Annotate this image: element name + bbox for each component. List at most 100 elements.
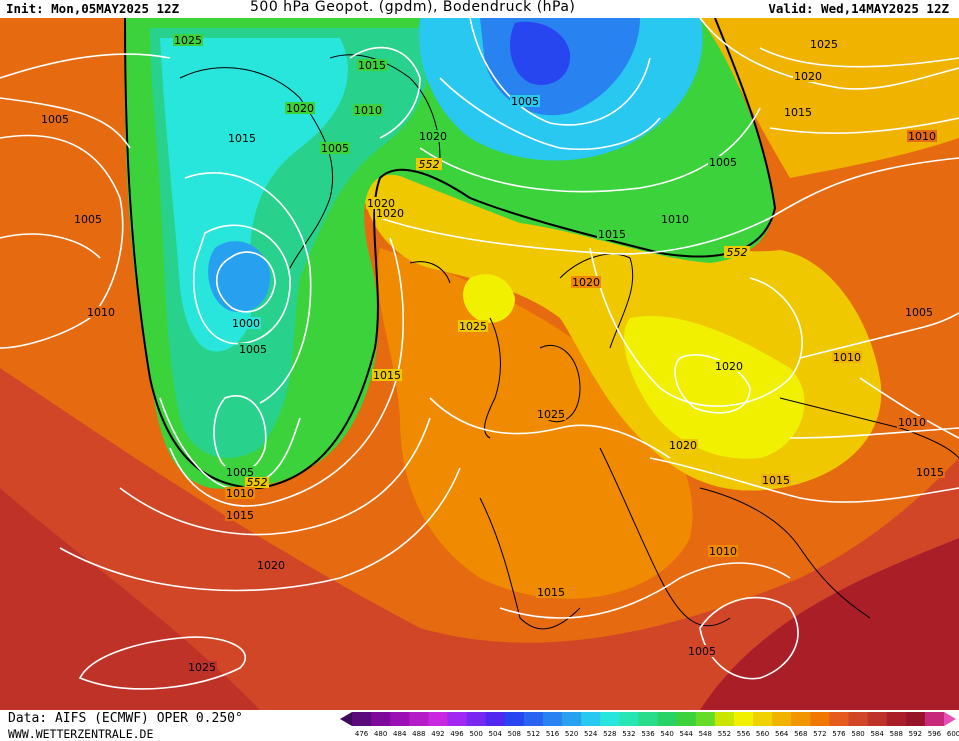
isobars xyxy=(0,18,959,690)
isobar-label: 1005 xyxy=(225,466,255,479)
svg-text:1005: 1005 xyxy=(905,306,933,319)
geopotential-label: 552 xyxy=(416,158,442,171)
svg-text:1010: 1010 xyxy=(87,306,115,319)
init-time: Init: Mon,05MAY2025 12Z xyxy=(6,1,180,16)
isobar-label: 1025 xyxy=(173,34,203,47)
colorbar-swatch xyxy=(829,712,850,726)
svg-text:1020: 1020 xyxy=(367,197,395,210)
svg-text:1010: 1010 xyxy=(661,213,689,226)
colorbar-swatch xyxy=(810,712,830,726)
isobar-label: 1010 xyxy=(832,351,862,364)
isobar-label: 1010 xyxy=(660,213,690,226)
colorbar-tick-label: 544 xyxy=(679,730,693,738)
isobar-label: 1005 xyxy=(510,95,540,108)
isobar-label: 1010 xyxy=(907,130,937,143)
svg-text:1020: 1020 xyxy=(794,70,822,83)
colorbar-swatch xyxy=(905,712,926,726)
svg-text:1015: 1015 xyxy=(537,586,565,599)
svg-text:1010: 1010 xyxy=(908,130,936,143)
orange-zone xyxy=(377,248,693,599)
isobar-label: 1005 xyxy=(40,113,70,126)
isobar-label: 1020 xyxy=(366,197,396,210)
isobar-label: 1005 xyxy=(708,156,738,169)
colorbar-swatch xyxy=(447,712,468,726)
colorbar-swatch xyxy=(562,712,582,726)
isobar-label: 1020 xyxy=(793,70,823,83)
colorbar-swatch xyxy=(886,712,907,726)
geopotential-label: 552 xyxy=(245,476,269,489)
colorbar-tick-label: 584 xyxy=(870,730,884,738)
colorbar-swatch xyxy=(714,712,735,726)
hot-band-southeast xyxy=(700,538,959,710)
colorbar xyxy=(340,712,956,726)
svg-text:1015: 1015 xyxy=(916,466,944,479)
isobar-label: 1020 xyxy=(256,559,286,572)
isobar-label: 1025 xyxy=(809,38,839,51)
isobar-label: 1010 xyxy=(708,545,738,558)
valid-time: Valid: Wed,14MAY2025 12Z xyxy=(768,1,949,16)
colorbar-swatch xyxy=(581,712,601,726)
svg-text:1010: 1010 xyxy=(226,487,254,500)
colorbar-tick-label: 592 xyxy=(908,730,923,738)
colorbar-swatch xyxy=(466,712,487,726)
north-low-core xyxy=(510,21,571,85)
isobar-label: 1005 xyxy=(238,343,268,356)
colorbar-swatch xyxy=(485,712,506,726)
svg-text:552: 552 xyxy=(727,246,748,259)
colorbar-swatch xyxy=(924,712,945,726)
svg-text:1020: 1020 xyxy=(286,102,314,115)
colorbar-swatch xyxy=(409,712,429,726)
colorbar-tick-label: 596 xyxy=(927,730,942,738)
isobar-label: 1015 xyxy=(915,466,945,479)
colorbar-tick-label: 492 xyxy=(431,730,445,738)
svg-text:1000: 1000 xyxy=(232,317,260,330)
trough-cyan xyxy=(160,38,348,352)
geopotential-label: 552 xyxy=(724,246,750,259)
colorbar-swatch xyxy=(848,712,869,726)
isobar-label: 1015 xyxy=(597,228,627,241)
colorbar-tick-label: 504 xyxy=(488,730,502,738)
isobar-label: 1010 xyxy=(897,416,927,429)
colorbar-tick-label: 520 xyxy=(564,730,579,738)
isobar-label: 1020 xyxy=(714,360,744,373)
svg-text:1020: 1020 xyxy=(419,130,447,143)
svg-text:1015: 1015 xyxy=(784,106,812,119)
colorbar-tick-label: 488 xyxy=(412,730,426,738)
northeast-yellow xyxy=(700,18,959,178)
colorbar-swatch xyxy=(523,712,544,726)
isobar-label: 1015 xyxy=(357,59,387,72)
colorbar-tick-label: 528 xyxy=(603,730,617,738)
colorbar-right-arrow xyxy=(944,712,956,726)
colorbar-left-arrow xyxy=(340,712,352,726)
colorbar-swatch xyxy=(695,712,716,726)
colorbar-tick-label: 576 xyxy=(832,730,846,738)
weather-map: 1025 1015 1010 1020 1005 1015 1020 1005 … xyxy=(0,18,959,710)
colorbar-tick-label: 564 xyxy=(774,730,789,738)
colorbar-tick-label: 512 xyxy=(526,730,541,738)
colorbar-tick-label: 540 xyxy=(660,730,674,738)
svg-text:1020: 1020 xyxy=(572,276,600,289)
isobar-label: 1005 xyxy=(687,645,717,658)
svg-text:1005: 1005 xyxy=(226,466,254,479)
isobar-label: 1015 xyxy=(761,474,791,487)
colorbar-tick-label: 524 xyxy=(584,730,598,738)
svg-text:1020: 1020 xyxy=(257,559,285,572)
colorbar-swatch xyxy=(619,712,639,726)
svg-text:1005: 1005 xyxy=(321,142,349,155)
isobar-label: 1015 xyxy=(783,106,813,119)
svg-text:1005: 1005 xyxy=(41,113,69,126)
colorbar-tick-label: 568 xyxy=(794,730,808,738)
svg-text:1020: 1020 xyxy=(669,439,697,452)
colorbar-swatch xyxy=(371,712,391,726)
isobar-label: 1010 xyxy=(86,306,116,319)
svg-text:1025: 1025 xyxy=(174,34,202,47)
svg-text:1015: 1015 xyxy=(228,132,256,145)
svg-text:552: 552 xyxy=(419,158,440,171)
colorbar-tick-label: 552 xyxy=(717,730,732,738)
colorbar-tick-label: 496 xyxy=(450,730,464,738)
hot-band-southwest xyxy=(0,488,260,710)
isobar-label: 1020 xyxy=(375,207,405,220)
svg-text:1025: 1025 xyxy=(459,320,487,333)
svg-text:1010: 1010 xyxy=(354,104,382,117)
colorbar-swatch xyxy=(390,712,410,726)
